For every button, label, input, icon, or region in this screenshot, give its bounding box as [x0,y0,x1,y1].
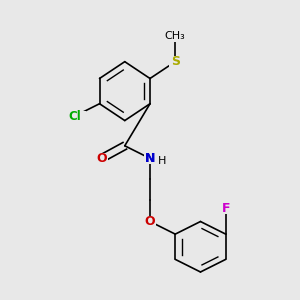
Text: Cl: Cl [68,110,81,123]
Text: O: O [96,152,107,165]
Text: H: H [158,155,166,166]
Bar [144,153,156,164]
Bar [144,153,156,164]
Text: S: S [171,55,180,68]
Bar [144,216,156,227]
Bar [219,204,232,214]
Bar [169,56,182,67]
Bar [95,153,108,164]
Text: N: N [145,152,155,165]
Bar [164,31,187,42]
Text: O: O [145,215,155,228]
Bar [63,111,86,122]
Text: N: N [145,152,155,165]
Text: F: F [221,202,230,215]
Text: CH₃: CH₃ [165,32,186,41]
